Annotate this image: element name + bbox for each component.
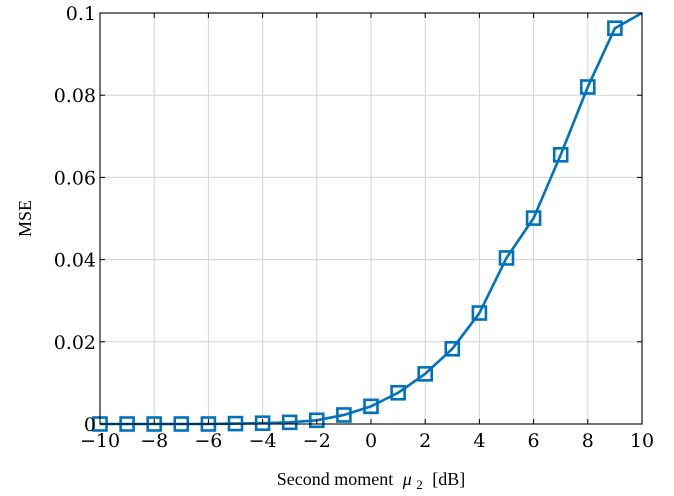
data-point <box>308 412 325 429</box>
data-point <box>363 398 379 415</box>
y-tick-label: 0.08 <box>54 85 96 107</box>
y-tick-label: 0.04 <box>54 250 96 272</box>
data-point <box>471 305 488 321</box>
y-axis-title: MSE <box>15 200 35 237</box>
data-point <box>444 340 461 357</box>
data-point <box>336 407 352 423</box>
data-point <box>579 79 596 95</box>
y-tick-label: 0.06 <box>54 167 96 189</box>
x-tick-label: −6 <box>194 430 222 452</box>
x-tick-label: 6 <box>528 430 540 452</box>
x-tick-label: −8 <box>140 430 168 452</box>
x-tick-label: 4 <box>473 430 485 452</box>
data-point <box>254 415 271 431</box>
y-tick-label: 0.1 <box>66 3 96 25</box>
tick-marks <box>99 12 643 425</box>
x-axis-title-symbol: μ <box>402 469 412 489</box>
x-tick-label: −10 <box>80 430 120 452</box>
x-axis-title-text: Second moment <box>277 469 393 489</box>
data-point <box>607 20 623 37</box>
data-point <box>552 146 569 163</box>
x-tick-label: 2 <box>419 430 431 452</box>
y-tick-label: 0.02 <box>54 332 96 354</box>
data-point <box>498 250 515 266</box>
x-axis-title-unit: [dB] <box>432 469 465 489</box>
x-tick-label: −4 <box>249 430 277 452</box>
x-tick-label: 8 <box>582 430 594 452</box>
y-tick-labels: 0 0.02 0.04 0.06 0.08 0.1 <box>54 3 96 436</box>
x-axis-title-subscript: 2 <box>416 477 423 492</box>
grid-lines <box>99 12 643 425</box>
y-tick-label: 0 <box>84 414 96 436</box>
x-tick-label: −2 <box>303 430 331 452</box>
x-tick-labels: −10 −8 −6 −4 −2 0 2 4 6 8 10 <box>80 430 654 452</box>
x-axis-title: Second moment μ 2 [dB] <box>277 469 466 493</box>
x-tick-label: 0 <box>365 430 377 452</box>
data-point <box>525 210 542 226</box>
data-point <box>390 384 406 401</box>
data-point <box>417 366 434 382</box>
data-point <box>281 414 298 431</box>
series-layer <box>92 11 643 432</box>
x-tick-label: 10 <box>630 430 654 452</box>
